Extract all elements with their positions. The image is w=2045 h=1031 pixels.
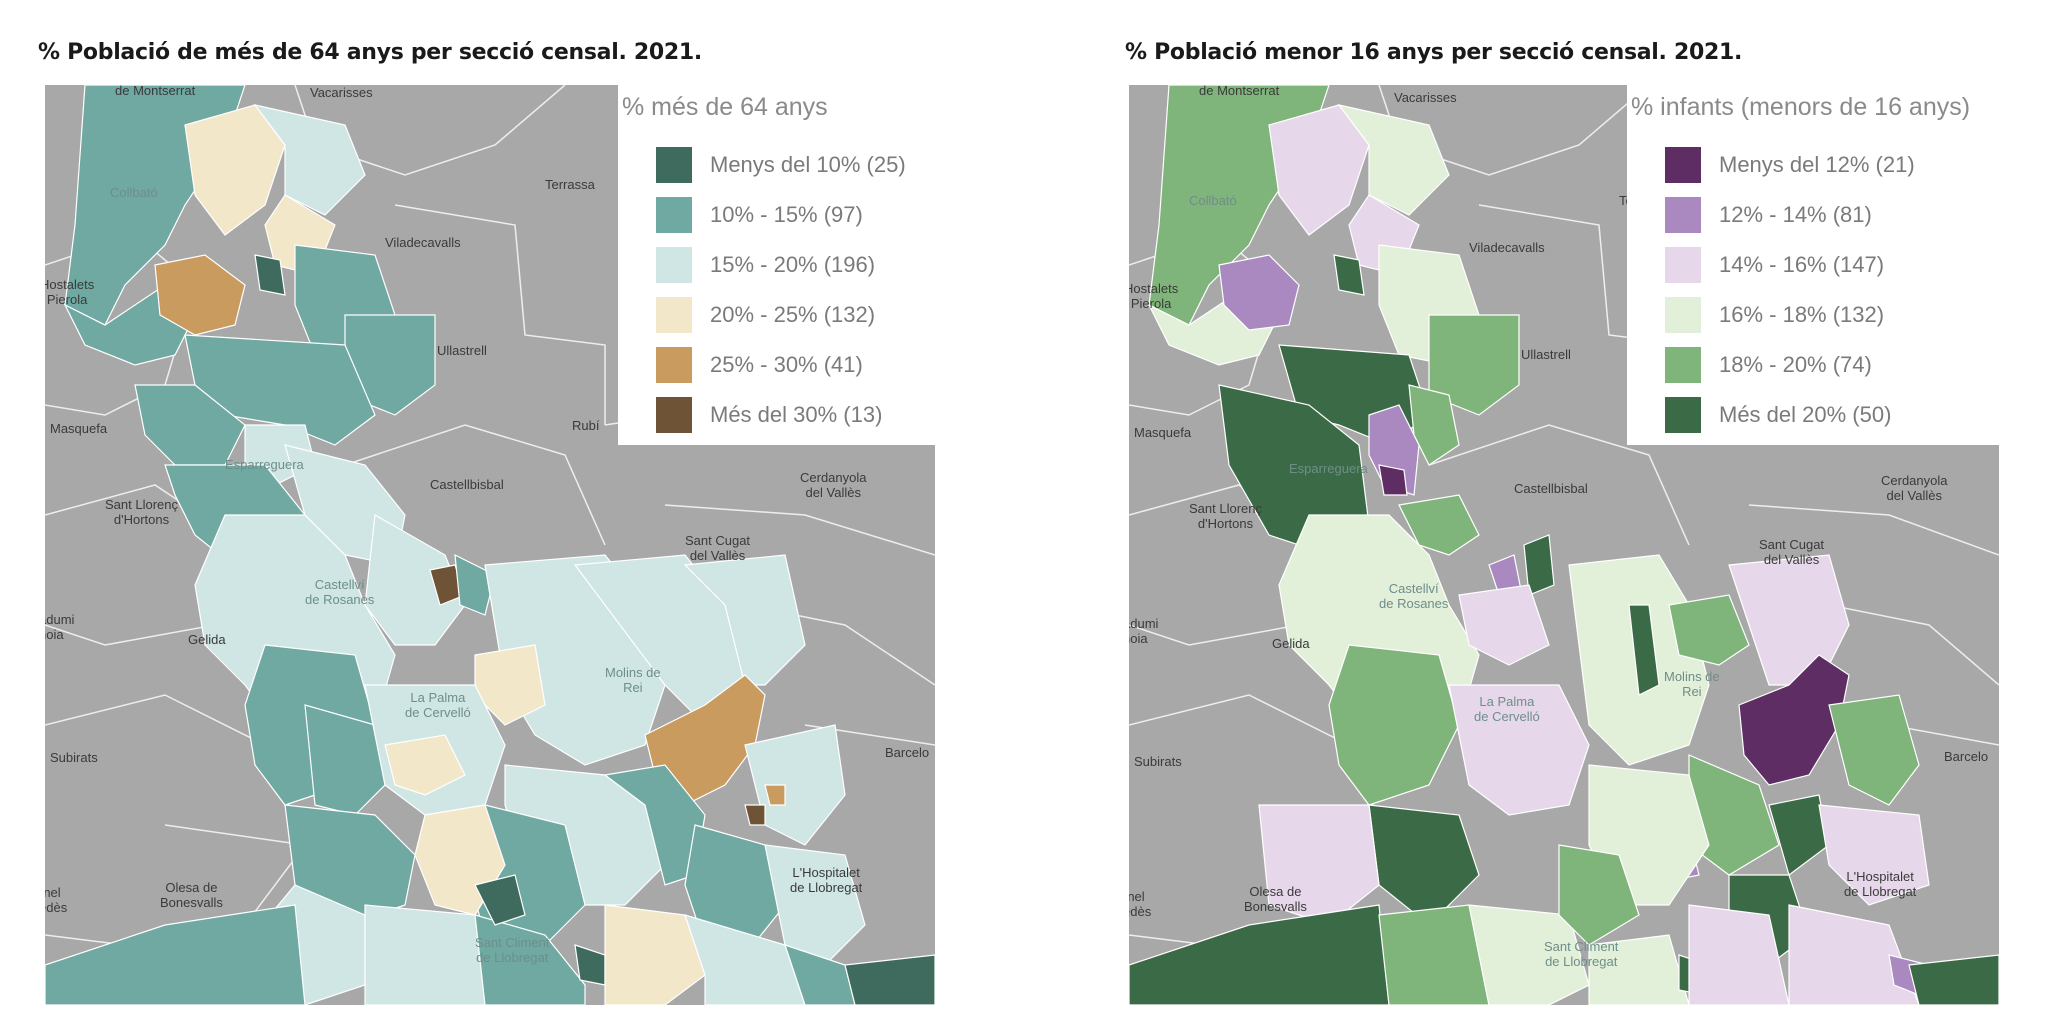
legend-label: 16% - 18% (132) <box>1719 302 1885 327</box>
place-label: rnel edès <box>1129 889 1152 919</box>
legend-title: % més de 64 anys <box>622 93 828 121</box>
place-label: Barcelo <box>885 745 930 760</box>
place-label: Masquefa <box>1134 425 1192 440</box>
map-panel-children: % Població menor 16 anys per secció cens… <box>1105 0 2045 1031</box>
legend-item[interactable]: Menys del 10% (25) <box>656 140 906 190</box>
place-label: Castellbisbal <box>1514 481 1588 496</box>
legend-label: Més del 20% (50) <box>1719 402 1892 427</box>
legend-swatch <box>656 347 692 383</box>
legend-label: Menys del 12% (21) <box>1719 152 1915 177</box>
legend-swatch <box>656 297 692 333</box>
place-label: Molins de Rei <box>605 665 661 695</box>
place-label: Cerdanyola del Vallès <box>800 470 867 500</box>
place-label: Castellví de Rosanes <box>1379 581 1449 611</box>
legend-item[interactable]: 25% - 30% (41) <box>656 340 906 390</box>
legend-swatch <box>656 147 692 183</box>
place-label: L'Hospitalet de Llobregat <box>1844 869 1917 899</box>
place-label: Olesa de Bonesvalls <box>160 880 223 910</box>
place-label: Viladecavalls <box>1469 240 1545 255</box>
place-label: Vacarisses <box>1394 90 1457 105</box>
map-legend: % més de 64 anys Menys del 10% (25) 10% … <box>618 85 935 445</box>
place-label: Ullastrell <box>1521 347 1571 362</box>
place-label: de Montserrat <box>1199 85 1280 98</box>
legend-item[interactable]: 15% - 20% (196) <box>656 240 906 290</box>
place-label: Rubí <box>572 418 600 433</box>
place-label: Sant Llorenç d'Hortons <box>1189 501 1262 531</box>
legend-label: Menys del 10% (25) <box>710 152 906 177</box>
legend-item[interactable]: 10% - 15% (97) <box>656 190 906 240</box>
place-label: Castellví de Rosanes <box>305 577 375 607</box>
legend-label: 14% - 16% (147) <box>1719 252 1885 277</box>
place-label: Esparreguera <box>225 457 304 472</box>
legend-label: 10% - 15% (97) <box>710 202 863 227</box>
place-label: L'Hospitalet de Llobregat <box>790 865 863 895</box>
legend-label: 18% - 20% (74) <box>1719 352 1872 377</box>
map-svg <box>1129 85 1999 1005</box>
place-label: Hostalets Pierola <box>1129 281 1179 311</box>
place-label: Sant Climent de Llobregat <box>475 935 550 965</box>
legend-swatch <box>1665 247 1701 283</box>
place-label: de Montserrat <box>115 85 196 98</box>
legend-label: 12% - 14% (81) <box>1719 202 1872 227</box>
place-label: Masquefa <box>50 421 108 436</box>
place-label: La Palma de Cervelló <box>1474 694 1540 724</box>
legend-label: Més del 30% (13) <box>710 402 883 427</box>
place-label: rnel edès <box>45 885 68 915</box>
place-label: Molins de Rei <box>1664 669 1720 699</box>
legend-swatch <box>1665 147 1701 183</box>
legend-item[interactable]: Més del 20% (50) <box>1665 390 1915 440</box>
legend-swatch <box>1665 297 1701 333</box>
place-label: Barcelo <box>1944 749 1989 764</box>
legend-item[interactable]: 18% - 20% (74) <box>1665 340 1915 390</box>
place-label: Subirats <box>1134 754 1182 769</box>
place-label: Ullastrell <box>437 343 487 358</box>
legend-swatch <box>1665 347 1701 383</box>
place-label: Olesa de Bonesvalls <box>1244 884 1307 914</box>
place-label: Sant Cugat del Vallès <box>1759 537 1825 567</box>
legend-swatch <box>656 247 692 283</box>
legend-swatch <box>656 197 692 233</box>
place-label: Collbató <box>1189 193 1237 208</box>
place-label: Terrassa <box>545 177 595 192</box>
place-label: Castellbisbal <box>430 477 504 492</box>
legend-item[interactable]: 12% - 14% (81) <box>1665 190 1915 240</box>
place-label: Subirats <box>50 750 98 765</box>
legend-item[interactable]: 20% - 25% (132) <box>656 290 906 340</box>
legend-item[interactable]: Més del 30% (13) <box>656 390 906 440</box>
place-label: Gelida <box>188 632 226 647</box>
legend-swatch <box>1665 397 1701 433</box>
legend-swatch <box>1665 197 1701 233</box>
place-label: Vacarisses <box>310 85 373 100</box>
legend-title: % infants (menors de 16 anys) <box>1631 93 1971 121</box>
place-label: Gelida <box>1272 636 1310 651</box>
place-label: Sant Climent de Llobregat <box>1544 939 1619 969</box>
place-label: La Palma de Cervelló <box>405 690 471 720</box>
map-title: % Població menor 16 anys per secció cens… <box>1125 40 1743 65</box>
legend-item[interactable]: Menys del 12% (21) <box>1665 140 1915 190</box>
map-legend: % infants (menors de 16 anys) Menys del … <box>1627 85 1999 445</box>
place-label: Viladecavalls <box>385 235 461 250</box>
place-label: Collbató <box>110 185 158 200</box>
place-label: Hostalets Pierola <box>45 277 95 307</box>
legend-label: 15% - 20% (196) <box>710 252 876 277</box>
choropleth-map[interactable]: de Montserrat Vacarisses Te Viladecavall… <box>1129 85 1999 1005</box>
map-title: % Població de més de 64 anys per secció … <box>38 40 702 65</box>
legend-item[interactable]: 14% - 16% (147) <box>1665 240 1915 290</box>
place-label: Cerdanyola del Vallès <box>1881 473 1948 503</box>
legend-label: 20% - 25% (132) <box>710 302 876 327</box>
map-panel-elderly: % Població de més de 64 anys per secció … <box>0 0 1000 1031</box>
legend-label: 25% - 30% (41) <box>710 352 863 377</box>
legend-swatch <box>656 397 692 433</box>
map-svg <box>45 85 935 1005</box>
legend-item[interactable]: 16% - 18% (132) <box>1665 290 1915 340</box>
place-label: Sant Llorenç d'Hortons <box>105 497 178 527</box>
place-label: Esparreguera <box>1289 461 1368 476</box>
place-label: Sant Cugat del Vallès <box>685 533 751 563</box>
